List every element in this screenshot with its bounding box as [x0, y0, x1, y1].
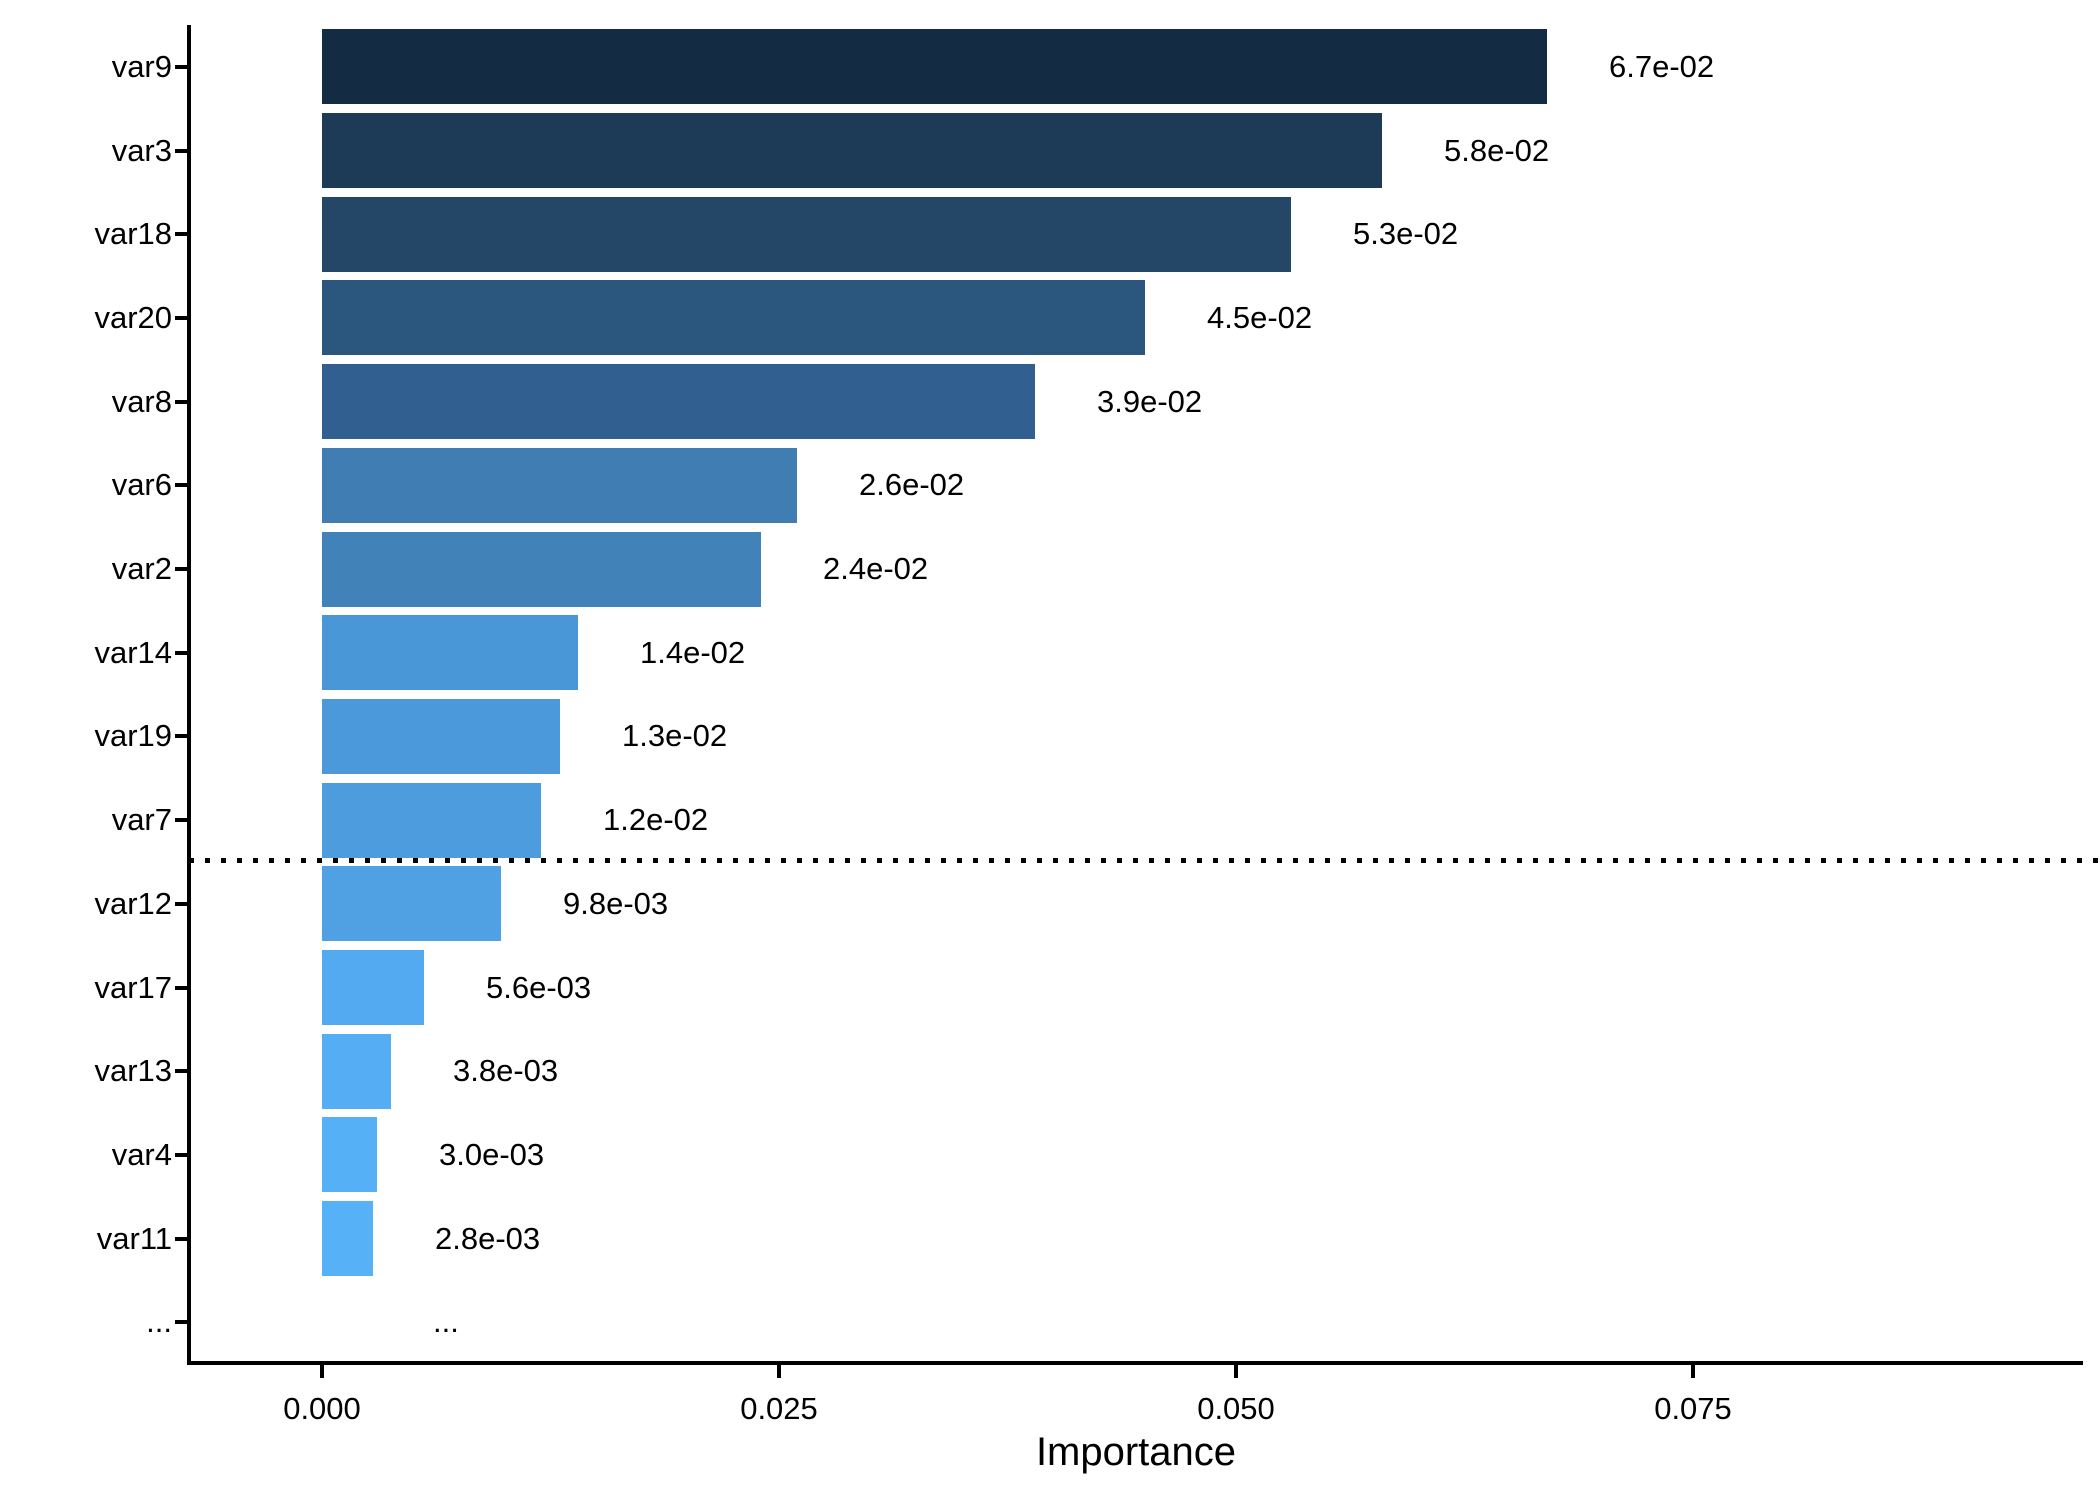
x-tick-label-0.075: 0.075	[1654, 1391, 1732, 1426]
bar-var13	[322, 1033, 391, 1109]
y-tick-mark	[175, 1152, 187, 1157]
bar-value-label-var17: 5.6e-03	[486, 969, 592, 1005]
bar-var19	[322, 698, 560, 774]
y-axis-label-var18: var18	[94, 216, 172, 252]
y-tick-mark	[175, 567, 187, 572]
bar-value-label-var20: 4.5e-02	[1207, 299, 1313, 335]
y-tick-mark	[175, 148, 187, 153]
bar-value-label-var12: 9.8e-03	[563, 885, 669, 921]
y-tick-mark	[175, 64, 187, 69]
bar-value-label-var19: 1.3e-02	[622, 718, 728, 754]
bar-value-label-var4: 3.0e-03	[439, 1136, 545, 1172]
y-axis-label-var20: var20	[94, 299, 172, 335]
y-tick-mark	[175, 901, 187, 906]
bar-var3	[322, 113, 1382, 189]
x-tick-mark	[1234, 1365, 1238, 1378]
bar-var20	[322, 280, 1145, 356]
bar-value-label-var9: 6.7e-02	[1609, 48, 1715, 84]
y-axis-label-var6: var6	[111, 467, 172, 503]
bar-value-label-var3: 5.8e-02	[1444, 132, 1550, 168]
y-axis-label-var7: var7	[111, 802, 172, 838]
bar-value-label-var2: 2.4e-02	[823, 551, 929, 587]
x-tick-mark	[777, 1365, 781, 1378]
y-tick-mark	[175, 1069, 187, 1074]
bar-value-label-var13: 3.8e-03	[453, 1053, 559, 1089]
y-axis-label-var2: var2	[111, 551, 172, 587]
bar-value-label-var14: 1.4e-02	[640, 634, 746, 670]
bar-value-label-...: ...	[433, 1304, 459, 1340]
x-tick-label-0.050: 0.050	[1197, 1391, 1275, 1426]
bar-var2	[322, 531, 761, 607]
y-axis-label-var9: var9	[111, 48, 172, 84]
y-tick-mark	[175, 483, 187, 488]
bar-var18	[322, 196, 1291, 272]
bar-value-label-var8: 3.9e-02	[1097, 383, 1203, 419]
bar-value-label-var7: 1.2e-02	[603, 802, 709, 838]
bar-var4	[322, 1117, 377, 1193]
y-axis-label-var8: var8	[111, 383, 172, 419]
y-tick-mark	[175, 985, 187, 990]
bar-value-label-var18: 5.3e-02	[1353, 216, 1459, 252]
y-tick-mark	[175, 734, 187, 739]
y-tick-mark	[175, 315, 187, 320]
y-tick-mark	[175, 1320, 187, 1325]
threshold-dotted-line	[189, 858, 2100, 863]
y-axis-label-var13: var13	[94, 1053, 172, 1089]
bar-var9	[322, 29, 1547, 105]
x-axis-title: Importance	[1035, 1430, 1237, 1474]
x-axis-line	[187, 1361, 2083, 1365]
y-axis-line	[187, 25, 191, 1365]
x-tick-label-0.025: 0.025	[740, 1391, 818, 1426]
bar-var14	[322, 615, 578, 691]
y-axis-label-var12: var12	[94, 885, 172, 921]
y-axis-label-...: ...	[146, 1304, 172, 1340]
y-axis-label-var11: var11	[96, 1220, 172, 1256]
bar-var8	[322, 364, 1035, 440]
y-axis-label-var4: var4	[111, 1136, 172, 1172]
x-tick-mark	[320, 1365, 324, 1378]
y-axis-label-var17: var17	[94, 969, 172, 1005]
bar-var12	[322, 866, 501, 942]
y-axis-label-var19: var19	[94, 718, 172, 754]
y-axis-label-var14: var14	[94, 634, 172, 670]
bar-var11	[322, 1201, 373, 1277]
y-tick-mark	[175, 650, 187, 655]
y-axis-label-var3: var3	[111, 132, 172, 168]
bar-var17	[322, 950, 424, 1026]
bar-var7	[322, 782, 541, 858]
y-tick-mark	[175, 1236, 187, 1241]
x-tick-label-0.000: 0.000	[283, 1391, 361, 1426]
y-tick-mark	[175, 818, 187, 823]
x-tick-mark	[1691, 1365, 1695, 1378]
bar-value-label-var6: 2.6e-02	[859, 467, 965, 503]
y-tick-mark	[175, 399, 187, 404]
bar-var6	[322, 447, 797, 523]
bar-value-label-var11: 2.8e-03	[435, 1220, 541, 1256]
y-tick-mark	[175, 232, 187, 237]
